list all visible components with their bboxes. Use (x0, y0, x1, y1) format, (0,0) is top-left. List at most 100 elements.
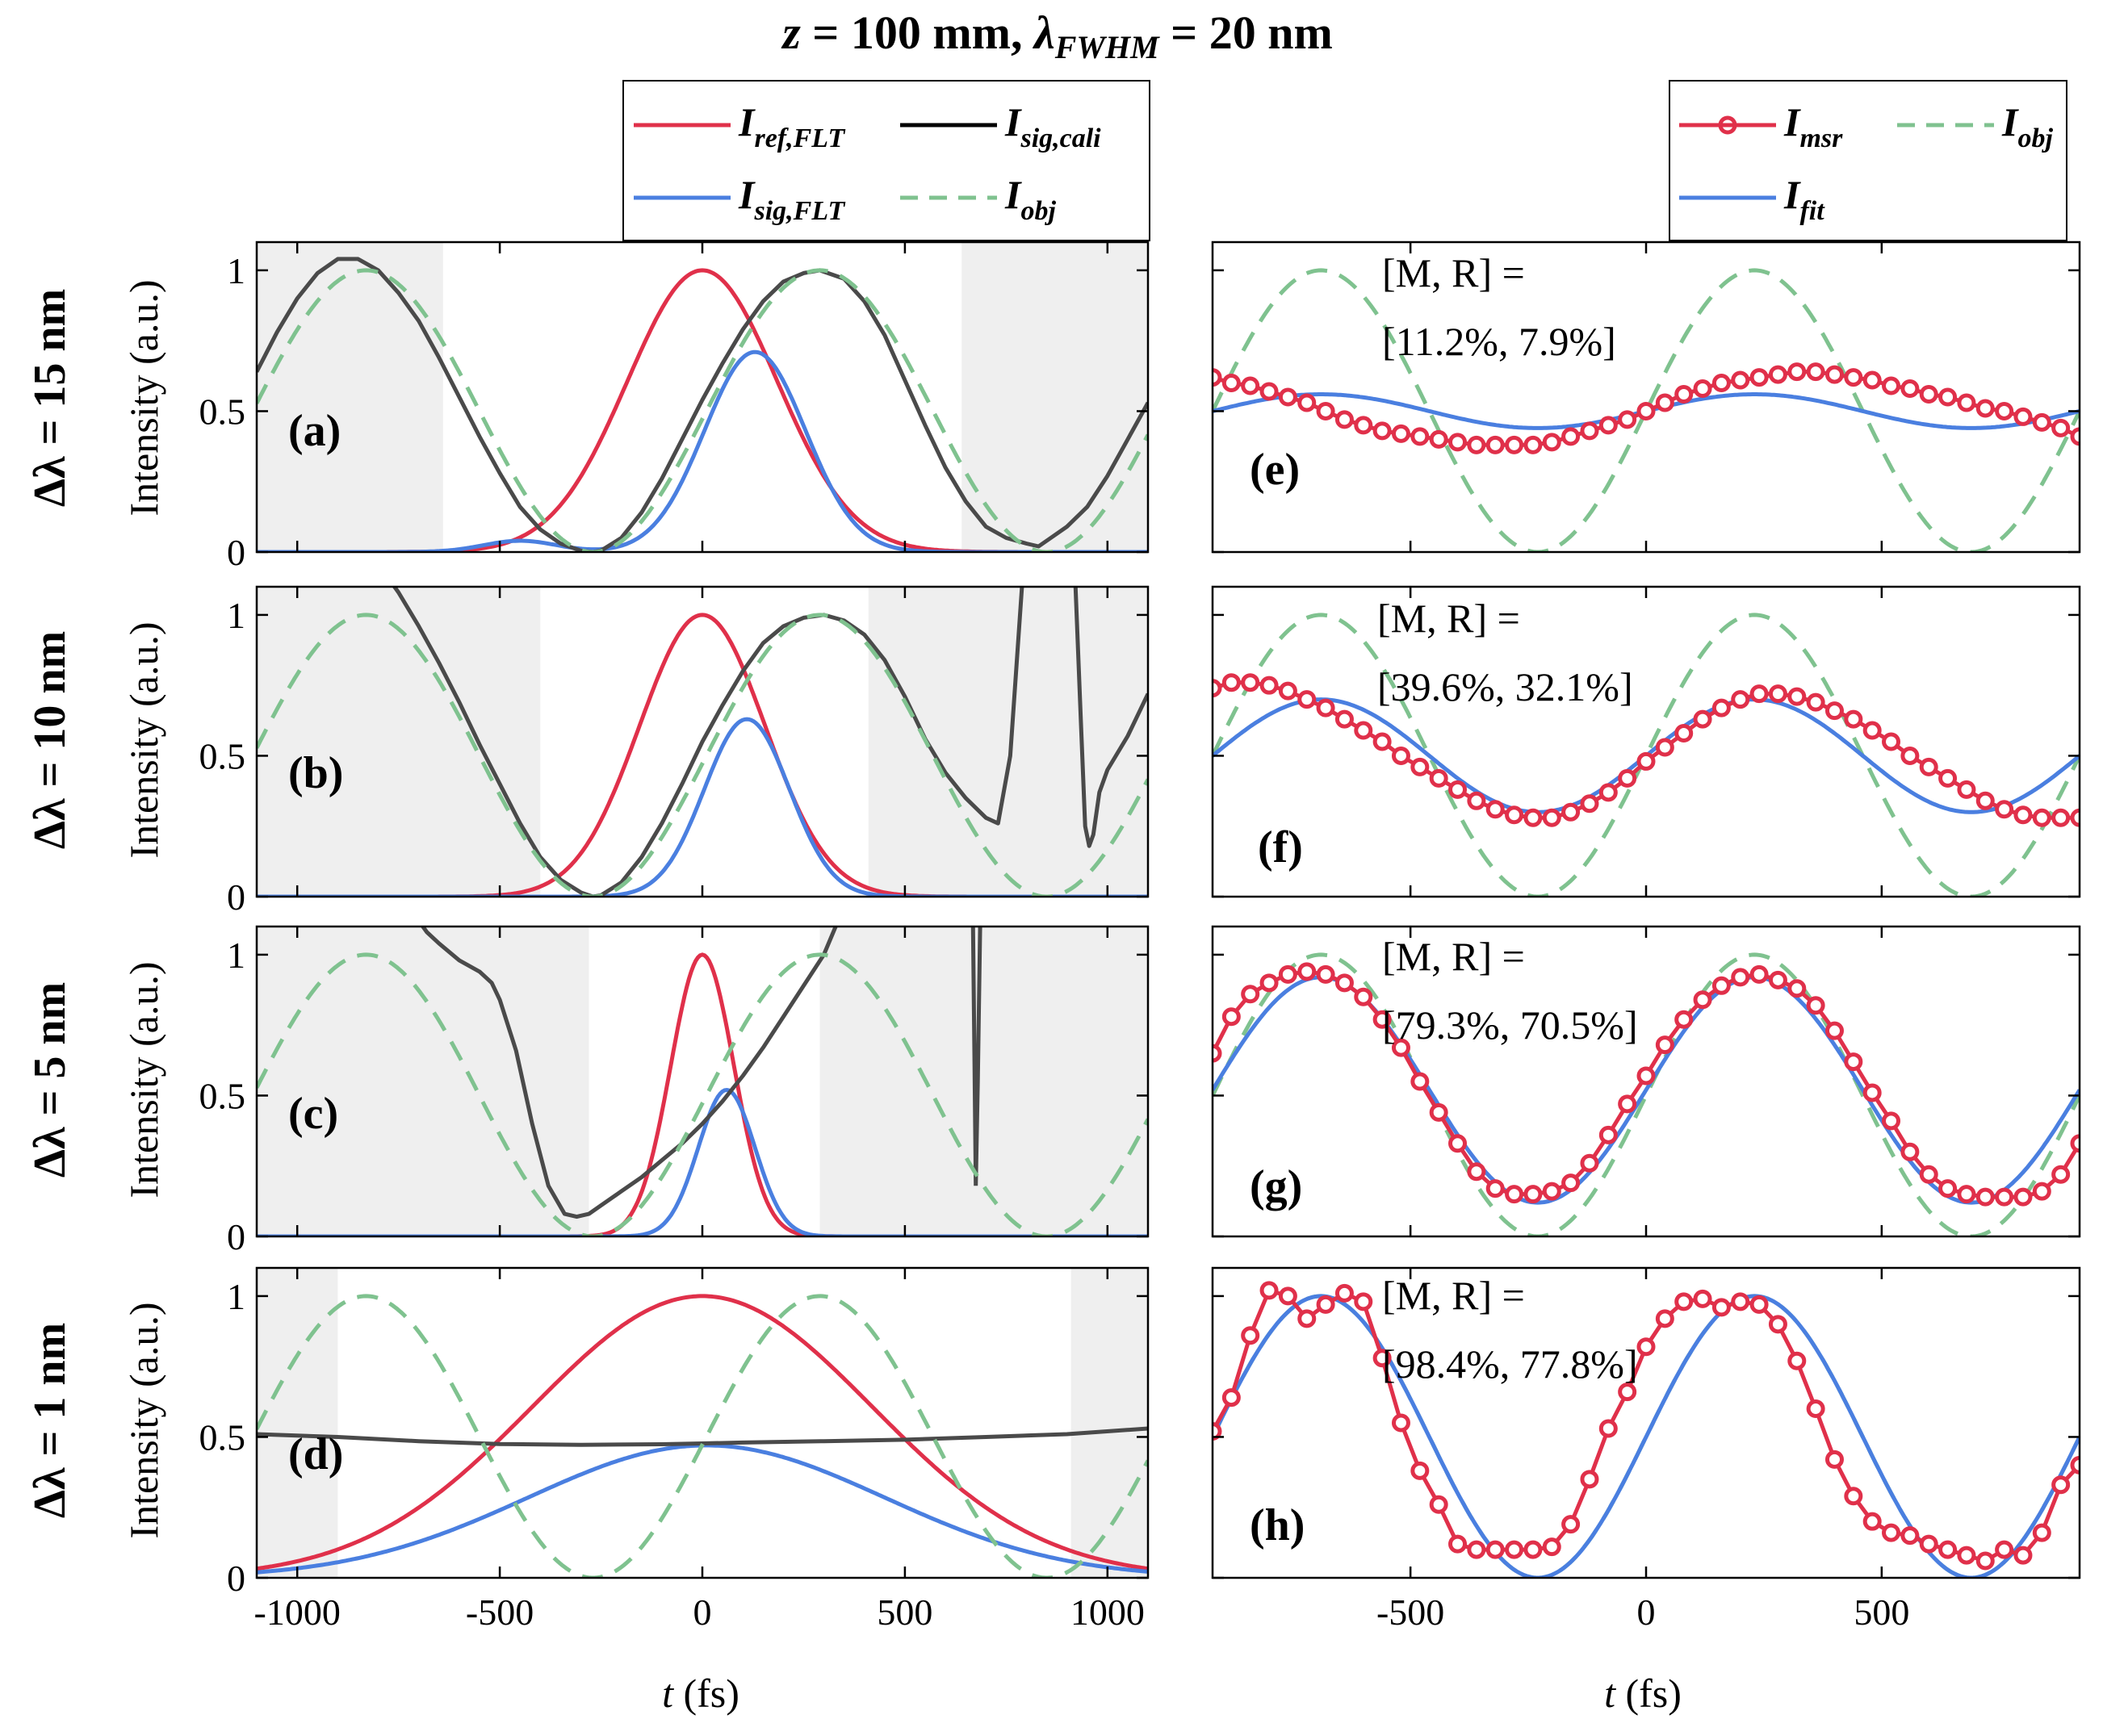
ylabel-a: Intensity (a.u.) (121, 280, 166, 517)
msr-point (1580, 1153, 1599, 1173)
msr-point (1844, 1487, 1863, 1506)
panel-b: 00.51 (199, 585, 1150, 918)
msr-point (1259, 1281, 1279, 1300)
msr-point (1768, 970, 1787, 989)
msr-point (1711, 698, 1731, 717)
msr-point (1711, 1298, 1731, 1317)
msr-point (2013, 1546, 2033, 1565)
panel-a: 00.51 (199, 241, 1150, 573)
msr-point (1844, 368, 1863, 387)
msr-point (1824, 1021, 1844, 1040)
msr-point (1297, 393, 1317, 412)
ylabel-c: Intensity (a.u.) (121, 962, 166, 1198)
msr-point (1334, 973, 1354, 993)
msr-point (2070, 1134, 2080, 1153)
msr-point (1410, 1072, 1430, 1091)
ylabel-b: Intensity (a.u.) (121, 622, 166, 859)
msr-point (1410, 1461, 1430, 1480)
msr-point (1467, 791, 1486, 810)
msr-point (1391, 746, 1410, 765)
msr-point (1995, 1187, 2014, 1207)
svg-text:[98.4%, 77.8%]: [98.4%, 77.8%] (1382, 1341, 1638, 1387)
msr-point (1485, 435, 1505, 454)
mr-annotation-g: [M, R] = [79.3%, 70.5%] (1382, 934, 1638, 1048)
y-tick-label: 1 (227, 595, 245, 636)
msr-point (2051, 1165, 2071, 1184)
msr-point (1957, 1546, 1976, 1565)
svg-text:Imsr: Imsr (1783, 99, 1843, 153)
msr-point (1975, 399, 1995, 418)
msr-point (1749, 368, 1769, 387)
y-tick-label: 0.5 (199, 735, 246, 776)
msr-point (1824, 1449, 1844, 1469)
msr-point (1598, 783, 1618, 802)
msr-point (1316, 401, 1335, 420)
series-obj (257, 268, 1148, 552)
msr-point (1259, 676, 1279, 695)
msr-point (2051, 808, 2071, 827)
mr-annotation-h: [M, R] = [98.4%, 77.8%] (1382, 1273, 1638, 1387)
msr-point (1862, 1083, 1882, 1102)
msr-point (1674, 385, 1694, 404)
msr-point (1485, 1540, 1505, 1559)
series-ref-flt (257, 613, 1148, 897)
msr-point (1316, 964, 1335, 984)
y-tick-label: 1 (227, 935, 245, 976)
msr-point (1410, 427, 1430, 446)
legend-left: Iref,FLT Isig,cali Isig,FLT Iobj (622, 80, 1150, 241)
y-tick-label: 0 (227, 876, 245, 918)
msr-point (1882, 1523, 1901, 1542)
row-label-10nm: Δλ = 10 nm (25, 631, 75, 849)
msr-point (1505, 435, 1524, 454)
msr-point (1655, 1035, 1674, 1055)
msr-point (1787, 979, 1807, 998)
msr-point (1787, 362, 1807, 382)
msr-point (1975, 791, 1995, 810)
msr-point (1372, 1349, 1392, 1368)
msr-point (2070, 808, 2080, 827)
msr-point (1505, 1540, 1524, 1559)
svg-text:[11.2%, 7.9%]: [11.2%, 7.9%] (1382, 319, 1616, 364)
msr-point (1259, 382, 1279, 401)
msr-point (1580, 794, 1599, 814)
msr-point (1693, 379, 1712, 399)
msr-point (1241, 1326, 1260, 1345)
series-ref-flt (257, 1294, 1148, 1571)
legend-entry-obj-right: Iobj (1897, 99, 2053, 153)
msr-point (1334, 410, 1354, 429)
series-sig-cali (420, 927, 838, 1219)
msr-point (1448, 1534, 1468, 1554)
msr-point (1429, 1102, 1448, 1122)
msr-point (1693, 990, 1712, 1010)
msr-point (1505, 1185, 1524, 1204)
svg-text:Iref,FLT: Iref,FLT (738, 99, 845, 153)
msr-point (1995, 401, 2014, 420)
x-tick-label: -500 (466, 1592, 534, 1633)
msr-point (1429, 768, 1448, 788)
shaded-region (257, 587, 541, 897)
msr-point (1711, 374, 1731, 393)
msr-point (1448, 1134, 1468, 1153)
panel-label-g: (g) (1250, 1161, 1302, 1211)
msr-point (1213, 368, 1222, 387)
msr-point (1731, 370, 1750, 390)
x-tick-label: -1000 (254, 1592, 341, 1633)
msr-point (1636, 1337, 1656, 1357)
legend-entry-fit: Ifit (1679, 172, 1825, 226)
msr-point (1655, 738, 1674, 757)
x-tick-label: 0 (1637, 1592, 1656, 1633)
y-tick-label: 0.5 (199, 1075, 246, 1116)
msr-point (1938, 387, 1958, 407)
msr-point (1655, 1309, 1674, 1328)
msr-point (1844, 709, 1863, 729)
series-sig-cali-spike (970, 927, 982, 1186)
msr-point (1580, 421, 1599, 441)
msr-point (1561, 427, 1581, 446)
msr-point (1391, 424, 1410, 443)
svg-text:[M, R] =: [M, R] = (1382, 934, 1525, 979)
msr-point (1372, 421, 1392, 441)
y-tick-label: 0 (227, 1558, 245, 1599)
shaded-region (257, 242, 443, 552)
msr-point (1844, 1052, 1863, 1072)
